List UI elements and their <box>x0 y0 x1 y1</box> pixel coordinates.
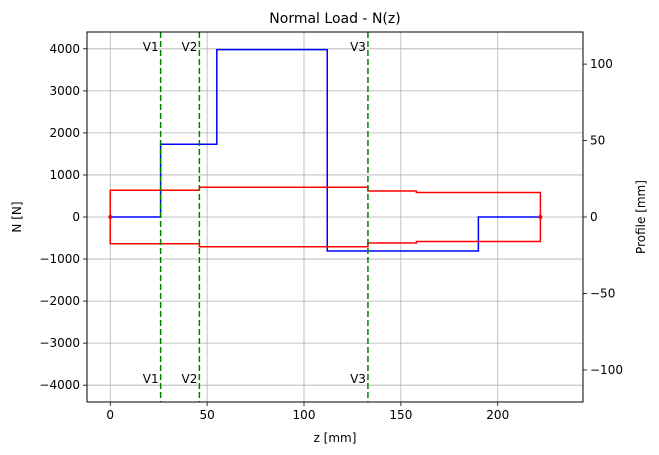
profile-upper-line <box>109 186 542 217</box>
y-left-tick-label: 4000 <box>49 42 80 56</box>
y-right-tick-label: 100 <box>590 57 613 71</box>
plot-series <box>108 48 543 252</box>
y-left-tick-label: −3000 <box>39 336 80 350</box>
x-tick-label: 100 <box>293 408 316 422</box>
marker-label-bottom-v2: V2 <box>182 372 198 386</box>
normal-load-line <box>110 48 541 252</box>
x-tick-label: 200 <box>486 408 509 422</box>
marker-label-top-v1: V1 <box>143 40 159 54</box>
vertical-markers: V1 V1 V2 V2 V3 V3 <box>143 32 369 402</box>
axis-ticks: 0 50 100 150 200−4000−3000−2000−100001000200… <box>39 42 623 422</box>
y-left-tick-label: 1000 <box>49 168 80 182</box>
y-left-tick-label: −4000 <box>39 378 80 392</box>
y-left-tick-label: 2000 <box>49 126 80 140</box>
y-left-tick-label: 0 <box>72 210 80 224</box>
y-right-tick-label: −50 <box>590 286 615 300</box>
y-right-tick-label: 50 <box>590 134 605 148</box>
x-tick-label: 150 <box>389 408 412 422</box>
marker-label-bottom-v3: V3 <box>350 372 366 386</box>
marker-label-top-v3: V3 <box>350 40 366 54</box>
marker-label-bottom-v1: V1 <box>143 372 159 386</box>
y-axis-label-left: N [N] <box>10 201 24 232</box>
marker-label-top-v2: V2 <box>182 40 198 54</box>
profile-lower-line <box>109 217 542 248</box>
chart-title: Normal Load - N(z) <box>269 11 400 27</box>
y-left-tick-label: 3000 <box>49 84 80 98</box>
y-axis-label-right: Profile [mm] <box>634 180 648 254</box>
x-tick-label: 0 <box>106 408 114 422</box>
y-left-tick-label: −2000 <box>39 294 80 308</box>
profile-end-point <box>108 215 113 219</box>
y-right-tick-label: 0 <box>590 210 598 224</box>
y-right-tick-label: −100 <box>590 363 623 377</box>
y-left-tick-label: −1000 <box>39 252 80 266</box>
x-axis-label: z [mm] <box>314 431 357 445</box>
profile-end-point <box>538 215 543 219</box>
x-tick-label: 50 <box>199 408 214 422</box>
